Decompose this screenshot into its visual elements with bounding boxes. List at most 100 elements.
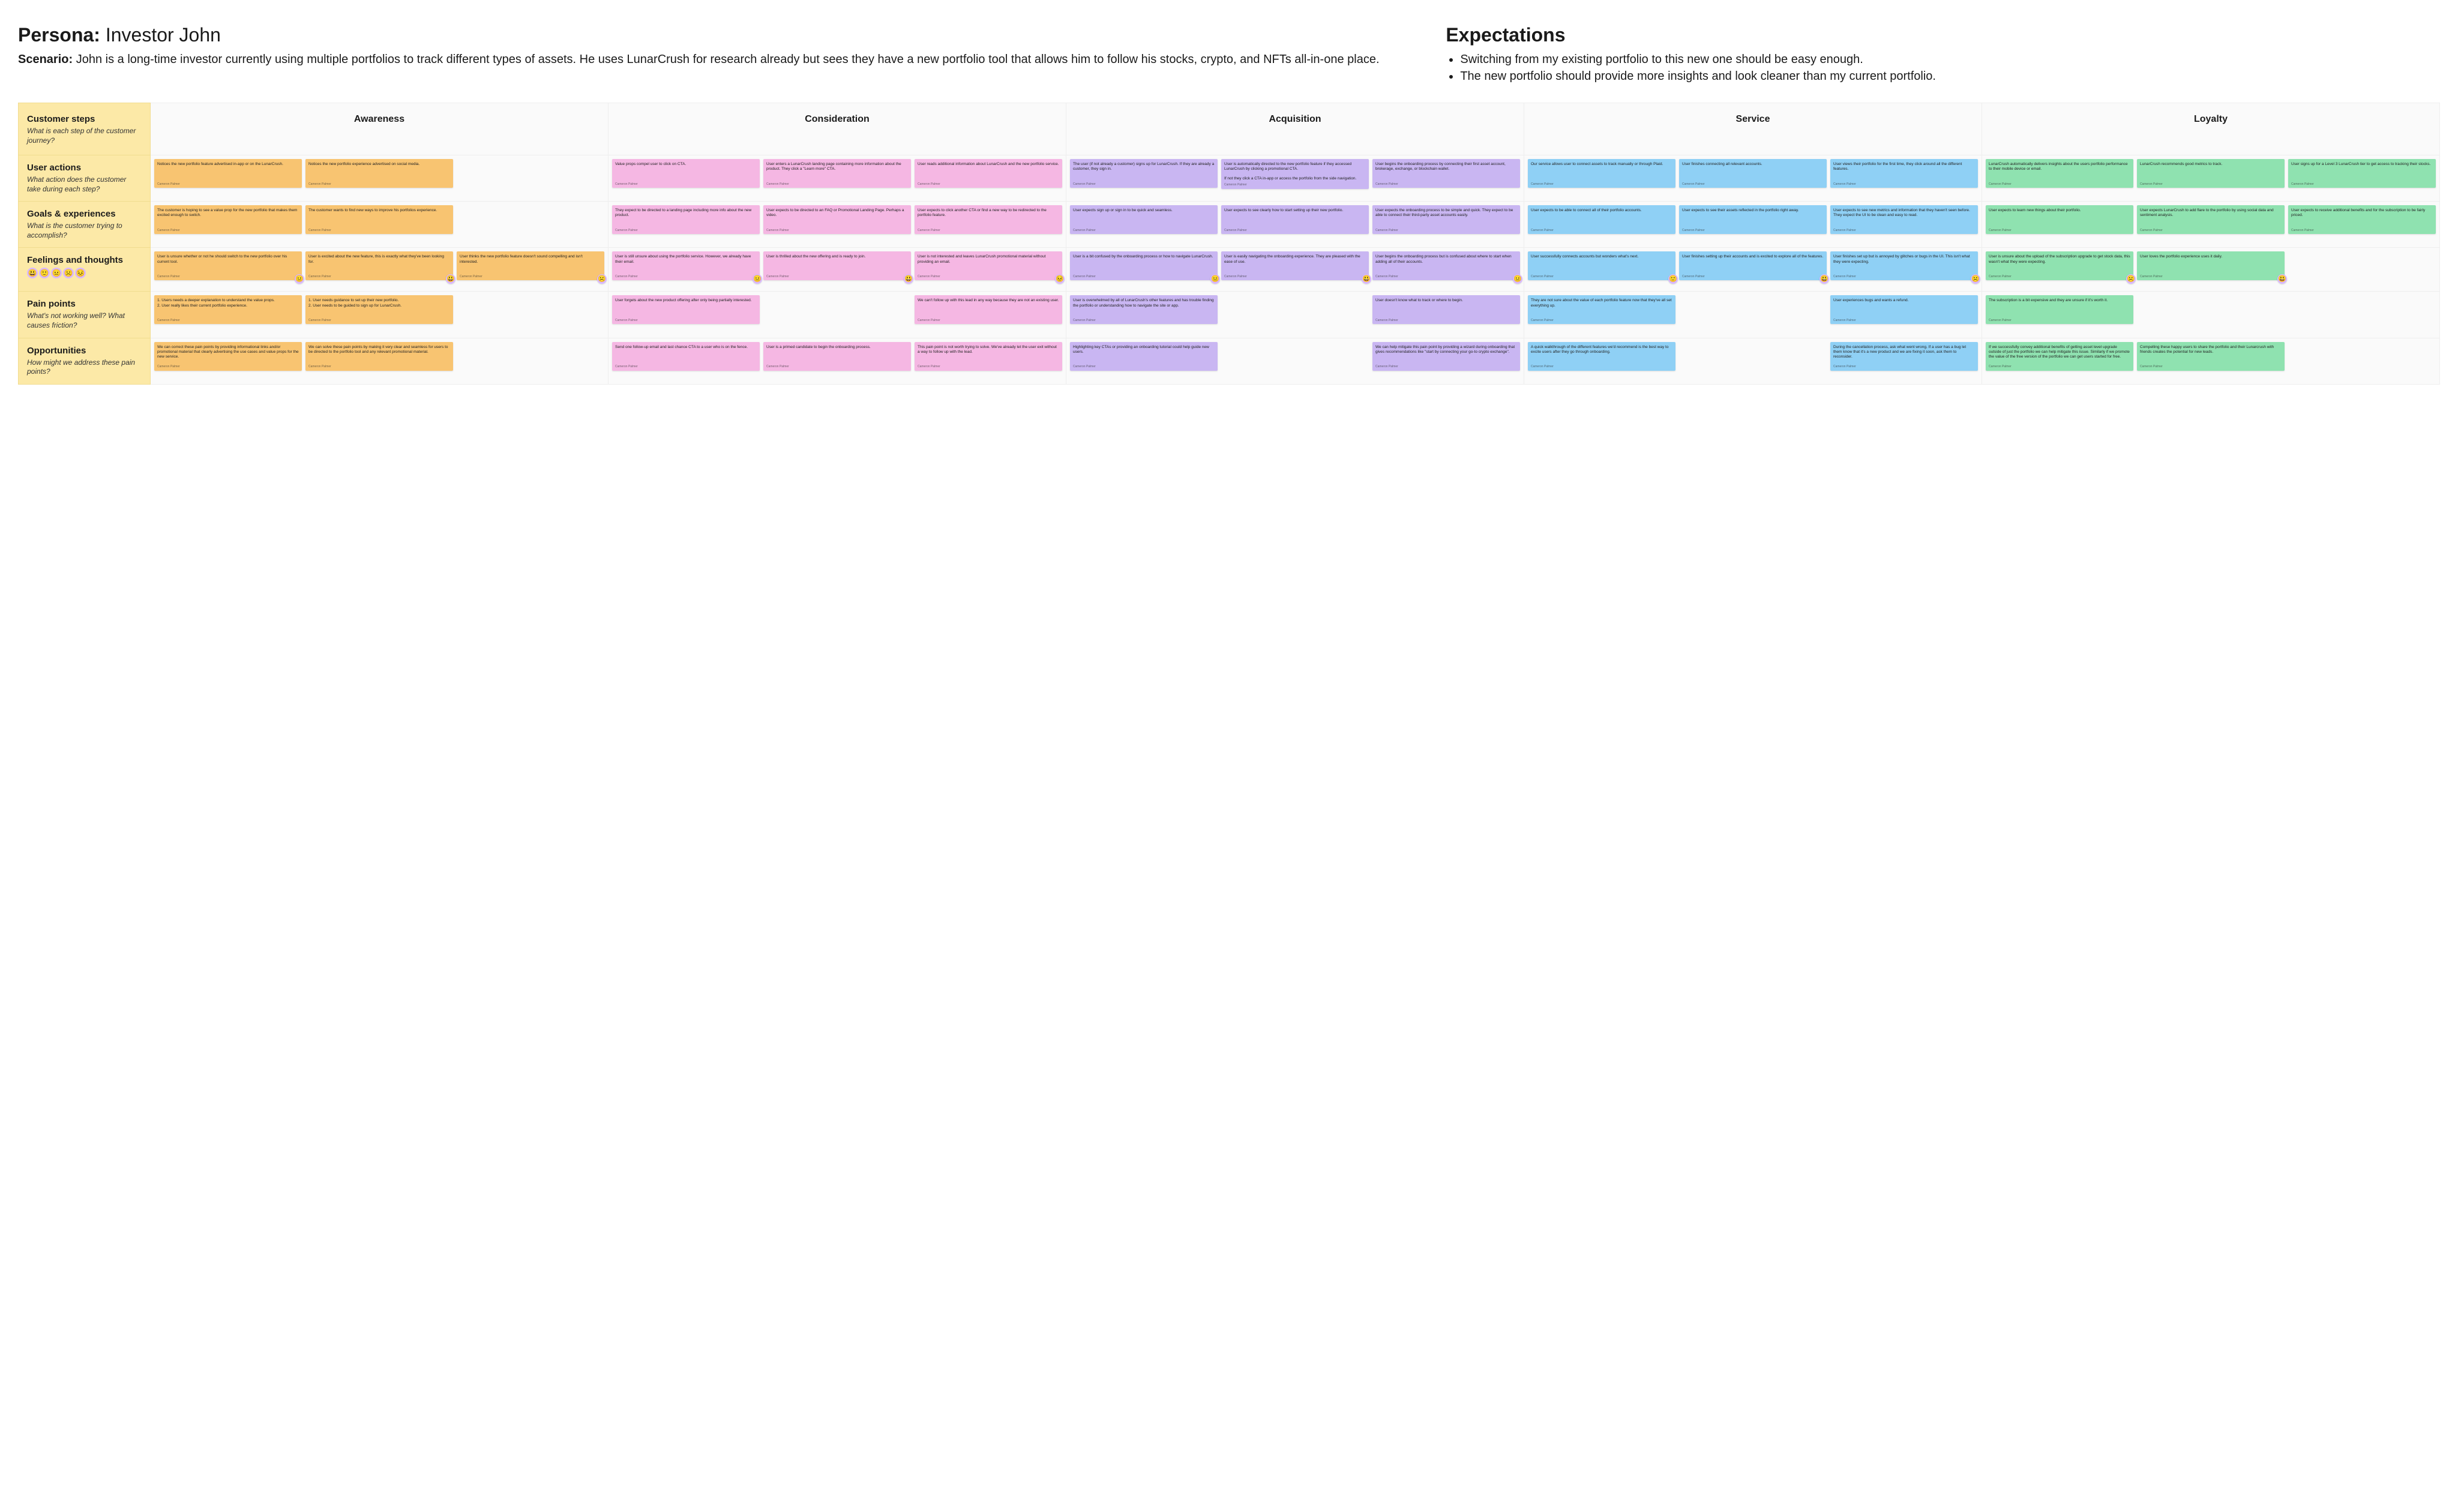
journey-card: User finishes connecting all relevant ac… bbox=[1679, 159, 1827, 188]
feeling-emoji-icon: 😐 bbox=[1210, 274, 1220, 284]
journey-card bbox=[763, 295, 911, 324]
journey-card: User is overwhelmed by all of LunarCrush… bbox=[1070, 295, 1218, 324]
journey-card: User is a bit confused by the onboarding… bbox=[1070, 251, 1218, 280]
journey-cell: The subscription is a bit expensive and … bbox=[1982, 292, 2440, 338]
feeling-emoji-icon: 😃 bbox=[1362, 274, 1371, 284]
journey-card: The user (if not already a customer) sig… bbox=[1070, 159, 1218, 188]
persona-label: Persona: bbox=[18, 24, 100, 46]
journey-cell: We can correct these pain points by prov… bbox=[151, 338, 608, 384]
journey-card: User expects to receive additional benef… bbox=[2288, 205, 2436, 234]
feeling-emoji-icon: 😐 bbox=[295, 274, 304, 284]
journey-card: User is not interested and leaves LunarC… bbox=[915, 251, 1062, 280]
journey-card bbox=[1679, 342, 1827, 371]
scenario-label: Scenario: bbox=[18, 53, 73, 66]
journey-card: User finishes set up but is annoyed by g… bbox=[1830, 251, 1978, 280]
journey-card: Compelling these happy users to share th… bbox=[2137, 342, 2285, 371]
journey-card: User expects to click another CTA or fin… bbox=[915, 205, 1062, 234]
row-header-pain: Pain pointsWhat's not working well? What… bbox=[19, 292, 151, 338]
journey-cell: User forgets about the new product offer… bbox=[608, 292, 1066, 338]
journey-cell: LunarCrush automatically delivers insigh… bbox=[1982, 155, 2440, 202]
journey-card: User expects LunarCrush to add flare to … bbox=[2137, 205, 2285, 234]
journey-card: We can help mitigate this pain point by … bbox=[1372, 342, 1520, 371]
journey-card: They are not sure about the value of eac… bbox=[1528, 295, 1675, 324]
journey-card: Highlighting key CTAs or providing an on… bbox=[1070, 342, 1218, 371]
journey-card bbox=[2288, 295, 2436, 324]
scale-emoji-icon: 😣 bbox=[75, 268, 86, 278]
feeling-emoji-icon: ☹️ bbox=[597, 274, 607, 284]
scale-emoji-icon: 😃 bbox=[27, 268, 38, 278]
row-header-actions: User actionsWhat action does the custome… bbox=[19, 155, 151, 202]
journey-card: User thinks the new portfolio feature do… bbox=[457, 251, 604, 280]
journey-card: Send one follow-up email and last chance… bbox=[612, 342, 760, 371]
journey-card: We can correct these pain points by prov… bbox=[154, 342, 302, 371]
journey-card: User expects to be directed to an FAQ or… bbox=[763, 205, 911, 234]
feeling-emoji-icon: ☹️ bbox=[2126, 274, 2136, 284]
journey-cell: User successfully connects accounts but … bbox=[1524, 248, 1982, 292]
journey-card: If we successfully convey additional ben… bbox=[1986, 342, 2133, 371]
stage-header: Acquisition bbox=[1066, 103, 1524, 155]
journey-cell: User is unsure whether or not he should … bbox=[151, 248, 608, 292]
journey-cell: They expect to be directed to a landing … bbox=[608, 202, 1066, 248]
journey-card: 1. User needs guidance to set up their n… bbox=[305, 295, 453, 324]
journey-card: We can't follow up with this lead in any… bbox=[915, 295, 1062, 324]
journey-card: Notices the new portfolio experience adv… bbox=[305, 159, 453, 188]
scale-emoji-icon: 🙂 bbox=[39, 268, 50, 278]
journey-card: The subscription is a bit expensive and … bbox=[1986, 295, 2133, 324]
scenario-text: John is a long-time investor currently u… bbox=[76, 53, 1380, 66]
journey-card: User views their portfolio for the first… bbox=[1830, 159, 1978, 188]
stage-header: Consideration bbox=[608, 103, 1066, 155]
journey-card: User expects to be able to connect all o… bbox=[1528, 205, 1675, 234]
journey-card: User is excited about the new feature, t… bbox=[305, 251, 453, 280]
journey-card bbox=[457, 342, 604, 371]
journey-cell: Highlighting key CTAs or providing an on… bbox=[1066, 338, 1524, 384]
row-header-goals: Goals & experiencesWhat is the customer … bbox=[19, 202, 151, 248]
feeling-emoji-icon: 🙂 bbox=[1668, 274, 1678, 284]
journey-card: LunarCrush automatically delivers insigh… bbox=[1986, 159, 2133, 188]
journey-cell: If we successfully convey additional ben… bbox=[1982, 338, 2440, 384]
journey-cell: Our service allows user to connect asset… bbox=[1524, 155, 1982, 202]
stage-header: Service bbox=[1524, 103, 1982, 155]
journey-card: User expects the onboarding process to b… bbox=[1372, 205, 1520, 234]
expectations-list: Switching from my existing portfolio to … bbox=[1446, 51, 2440, 85]
journey-card: User enters a LunarCrush landing page co… bbox=[763, 159, 911, 188]
journey-card: LunarCrush recommends good metrics to tr… bbox=[2137, 159, 2285, 188]
journey-map: Customer stepsWhat is each step of the c… bbox=[18, 103, 2440, 385]
journey-cell: The user (if not already a customer) sig… bbox=[1066, 155, 1524, 202]
journey-card: Value props compel user to click on CTA.… bbox=[612, 159, 760, 188]
journey-card bbox=[457, 159, 604, 188]
journey-card: We can solve these pain points by making… bbox=[305, 342, 453, 371]
journey-card: User finishes setting up their accounts … bbox=[1679, 251, 1827, 280]
journey-card: User is automatically directed to the ne… bbox=[1221, 159, 1369, 189]
journey-card: User is a primed candidate to begin the … bbox=[763, 342, 911, 371]
journey-card: Our service allows user to connect asset… bbox=[1528, 159, 1675, 188]
journey-card: The customer is hoping to see a value pr… bbox=[154, 205, 302, 234]
expectations-title: Expectations bbox=[1446, 24, 2440, 46]
journey-card: User begins the onboarding process by co… bbox=[1372, 159, 1520, 188]
journey-card: A quick walkthrough of the different fea… bbox=[1528, 342, 1675, 371]
journey-cell: User expects sign up or sign in to be qu… bbox=[1066, 202, 1524, 248]
journey-cell: User expects to be able to connect all o… bbox=[1524, 202, 1982, 248]
scale-emoji-icon: ☹️ bbox=[63, 268, 74, 278]
feeling-emoji-icon: 😃 bbox=[904, 274, 913, 284]
journey-card: User is unsure whether or not he should … bbox=[154, 251, 302, 280]
journey-card: User is easily navigating the onboarding… bbox=[1221, 251, 1369, 280]
persona-heading: Persona: Investor John bbox=[18, 24, 1410, 46]
journey-card bbox=[2137, 295, 2285, 324]
journey-card bbox=[2288, 342, 2436, 371]
journey-card: User begins the onboarding process but i… bbox=[1372, 251, 1520, 280]
journey-cell: They are not sure about the value of eac… bbox=[1524, 292, 1982, 338]
journey-card bbox=[1221, 295, 1369, 324]
journey-card: User expects to see new metrics and info… bbox=[1830, 205, 1978, 234]
journey-card: User is thrilled about the new offering … bbox=[763, 251, 911, 280]
journey-card bbox=[1221, 342, 1369, 371]
scenario: Scenario: John is a long-time investor c… bbox=[18, 51, 1410, 68]
journey-card bbox=[457, 205, 604, 234]
journey-cell: Value props compel user to click on CTA.… bbox=[608, 155, 1066, 202]
journey-cell: User is a bit confused by the onboarding… bbox=[1066, 248, 1524, 292]
journey-card: 1. Users needs a deeper explanation to u… bbox=[154, 295, 302, 324]
journey-card: User forgets about the new product offer… bbox=[612, 295, 760, 324]
feeling-emoji-icon: 😐 bbox=[1513, 274, 1522, 284]
expectation-item: The new portfolio should provide more in… bbox=[1460, 68, 2440, 85]
journey-card: The customer wants to find new ways to i… bbox=[305, 205, 453, 234]
feeling-emoji-icon: ☹️ bbox=[1971, 274, 1980, 284]
